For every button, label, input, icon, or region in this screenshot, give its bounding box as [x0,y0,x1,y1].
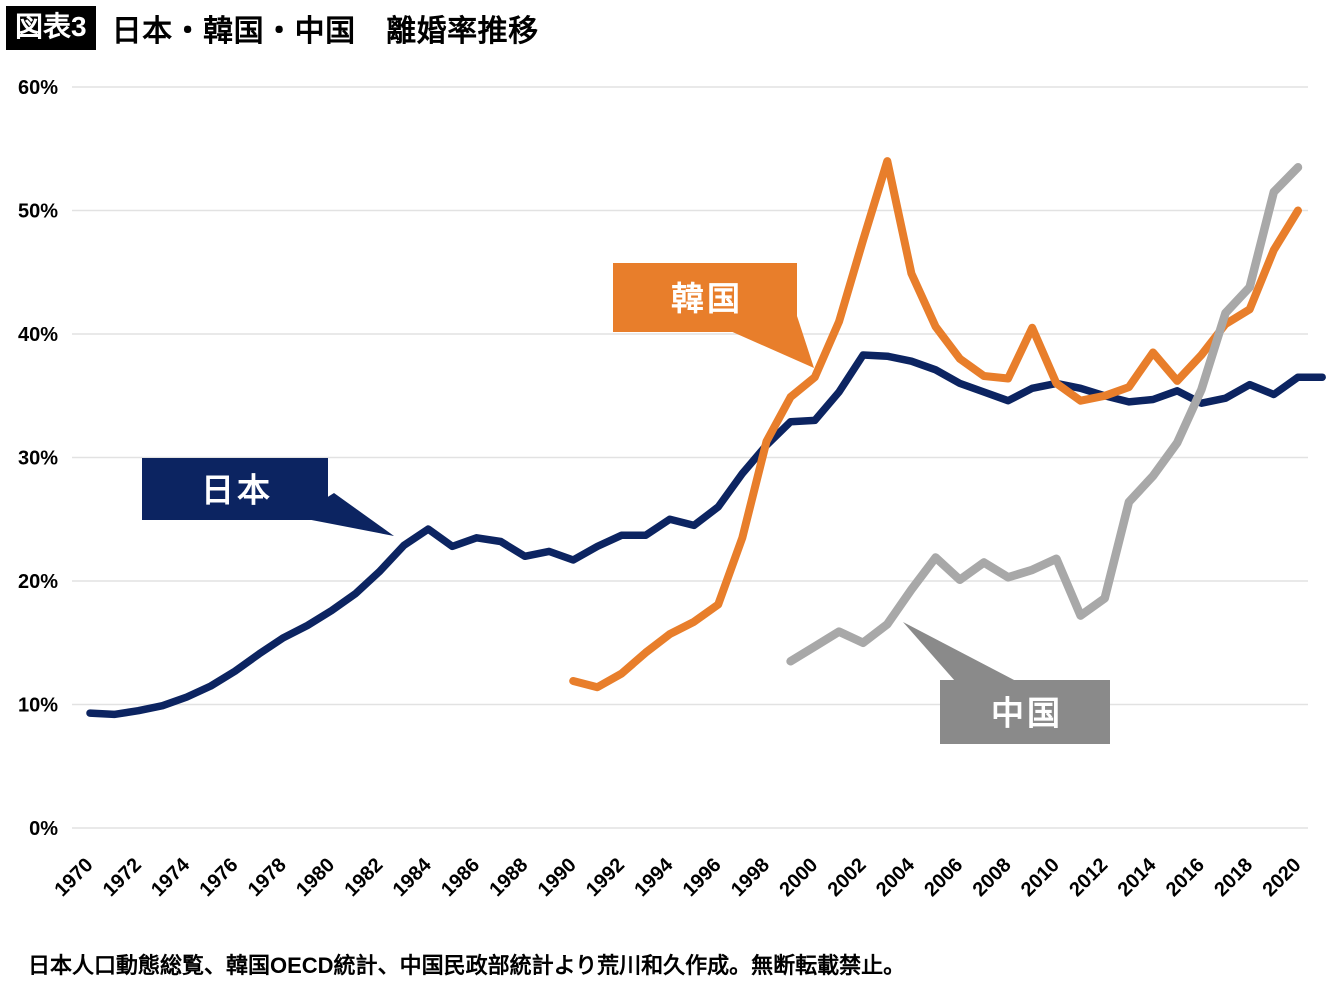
chart-title: 日本・韓国・中国 離婚率推移 [111,15,539,48]
x-tick-label: 1988 [485,854,532,901]
china-callout-pointer [903,622,1016,681]
x-tick-label: 1990 [534,854,581,901]
y-tick-label: 40% [18,324,58,346]
x-tick-label: 1976 [195,854,242,901]
y-tick-label: 0% [29,818,58,840]
x-tick-label: 2004 [872,853,920,901]
china-label-box [940,680,1110,744]
x-tick-label: 2012 [1065,854,1112,901]
source-caption-part2: 中国民政部統計 [399,953,554,978]
y-tick-label: 20% [18,571,58,593]
japan-line [86,351,1326,719]
china-label-text: 中国 [991,695,1063,732]
x-tick-label: 1994 [630,853,678,901]
x-tick-label: 1998 [727,854,774,901]
x-tick-label: 1978 [244,854,291,901]
x-tick-label: 2018 [1210,854,1257,901]
source-caption: 日本人口動態総覧、韓国OECD統計、中国民政部統計より荒川和久作成。無断転載禁止… [28,948,905,980]
x-tick-label: 2020 [1259,854,1306,901]
japan-label-box [142,458,328,520]
source-caption-part1: 日本人口動態総覧、韓国OECD統計、 [28,953,400,978]
x-tick-label: 1996 [679,854,726,901]
china-line [786,163,1303,666]
x-tick-label: 2006 [920,854,967,901]
x-tick-label: 1972 [99,854,146,901]
x-tick-label: 1970 [51,854,98,901]
x-tick-label: 2002 [824,854,871,901]
japan-label-text: 日本 [201,472,273,509]
x-tick-label: 1974 [147,853,195,901]
x-tick-label: 2010 [1017,854,1064,901]
x-tick-label: 2016 [1162,854,1209,901]
source-caption-part3: より荒川和久作成。無断転載禁止。 [553,953,906,978]
korea-line [569,157,1302,692]
x-tick-label: 1992 [582,854,629,901]
figure-number-badge: 図表3 [6,6,96,50]
x-tick-label: 1986 [437,854,484,901]
korea-label-box [613,263,797,332]
x-tick-label: 1982 [340,854,387,901]
y-tick-label: 60% [18,77,58,99]
x-tick-label: 2014 [1114,853,1162,901]
x-tick-label: 1980 [292,854,339,901]
korea-label-text: 韓国 [671,280,743,317]
y-tick-label: 10% [18,695,58,717]
x-tick-label: 2008 [969,854,1016,901]
y-tick-label: 50% [18,201,58,223]
x-tick-label: 1984 [389,853,437,901]
chart-header: 図表3 日本・韓国・中国 離婚率推移 [6,6,539,50]
x-tick-label: 2000 [775,854,822,901]
y-tick-label: 30% [18,448,58,470]
